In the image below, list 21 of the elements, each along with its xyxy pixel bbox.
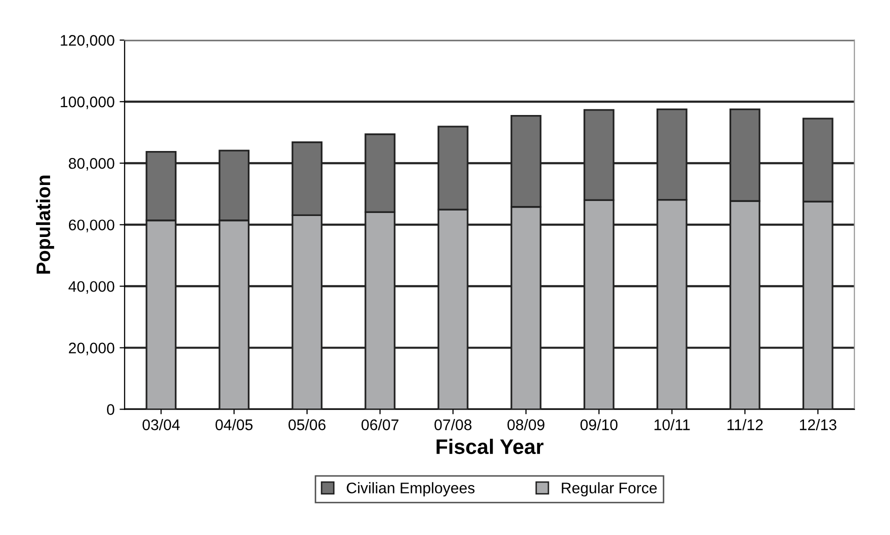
y-tick-label: 120,000 bbox=[60, 34, 114, 48]
y-axis-title: Population bbox=[36, 176, 54, 274]
y-tick-label: 100,000 bbox=[60, 96, 114, 110]
legend-label: Regular Force bbox=[562, 482, 657, 496]
x-tick-label: 10/11 bbox=[654, 418, 690, 430]
x-tick-label: 09/10 bbox=[580, 418, 618, 430]
x-tick-label: 04/05 bbox=[216, 418, 253, 430]
x-tick-label: 07/08 bbox=[434, 418, 472, 430]
x-tick-label: 05/06 bbox=[288, 418, 326, 430]
x-tick-label: 06/07 bbox=[362, 418, 398, 430]
x-tick-label: 11/12 bbox=[728, 418, 763, 430]
x-axis-title: Fiscal Year bbox=[436, 438, 544, 454]
y-tick-label: 80,000 bbox=[68, 158, 114, 171]
y-tick-label: 40,000 bbox=[68, 281, 114, 294]
y-tick-label: 0 bbox=[106, 404, 114, 415]
x-tick-label: 12/13 bbox=[800, 418, 836, 430]
y-tick-label: 20,000 bbox=[68, 342, 114, 356]
x-tick-label: 03/04 bbox=[142, 418, 180, 430]
y-tick-label: 60,000 bbox=[68, 220, 114, 232]
x-tick-label: 08/09 bbox=[507, 418, 544, 430]
legend-label: Civilian Employees bbox=[346, 482, 475, 496]
